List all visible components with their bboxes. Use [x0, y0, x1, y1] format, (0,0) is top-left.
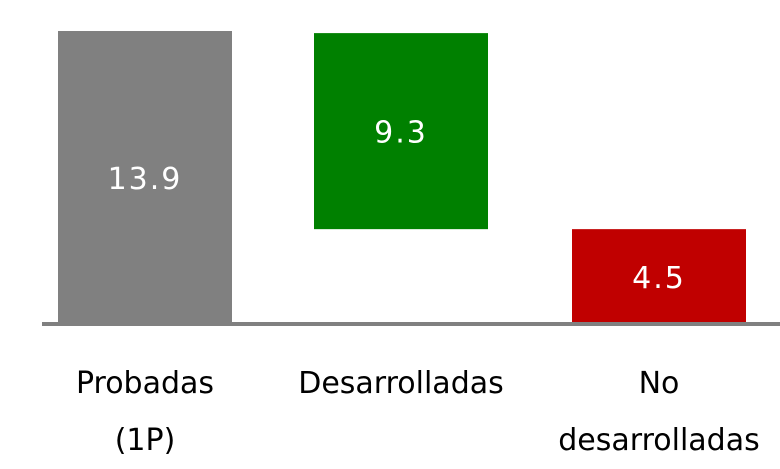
- value-label: 13.9: [108, 162, 183, 197]
- value-label: 4.5: [632, 261, 686, 296]
- page: {"chart_data": {"type": "waterfall", "ca…: [42, 31, 780, 458]
- baseline: [42, 322, 780, 326]
- bar: [572, 229, 746, 324]
- bar: [314, 33, 488, 230]
- x-tick-label: No desarrolladas: [558, 366, 760, 458]
- bar: [58, 31, 232, 324]
- chart: 13.9 9.3 4.5: [42, 31, 780, 326]
- x-tick-label: Probadas (1P): [75, 366, 215, 458]
- x-tick-label: Desarrolladas: [298, 366, 504, 401]
- value-label: 9.3: [374, 116, 428, 151]
